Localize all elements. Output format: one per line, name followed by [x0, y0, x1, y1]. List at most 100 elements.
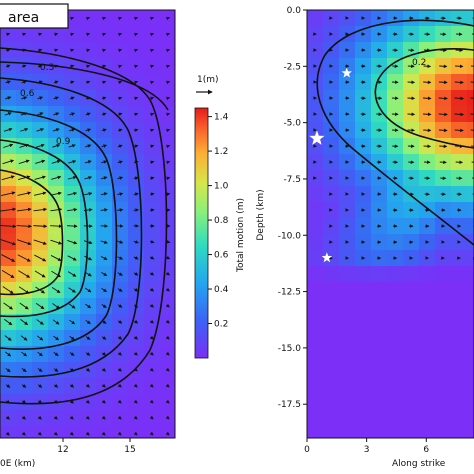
- slip-vector: [165, 383, 170, 388]
- heatmap-cell: [307, 330, 323, 346]
- slip-vector: [86, 64, 91, 69]
- heatmap-cell: [387, 298, 403, 314]
- slip-vector: [166, 80, 171, 85]
- slip-vector: [118, 335, 123, 340]
- heatmap-cell: [387, 362, 403, 378]
- left-slip-vectors: [0, 16, 171, 436]
- slip-vector: [117, 176, 124, 180]
- heatmap-cell: [371, 362, 387, 378]
- slip-vector: [68, 160, 77, 164]
- heatmap-cell: [387, 266, 403, 282]
- heatmap-cell: [307, 394, 323, 410]
- slip-vector: [34, 270, 46, 278]
- slip-vector: [20, 127, 29, 132]
- slip-vector: [150, 64, 155, 69]
- slip-vector: [150, 96, 155, 101]
- slip-vector: [101, 160, 108, 164]
- slip-vector: [118, 112, 123, 117]
- heatmap-cell: [467, 58, 474, 74]
- heatmap-cell: [451, 266, 467, 282]
- slip-vector: [21, 80, 27, 84]
- heatmap-cell: [403, 426, 419, 438]
- slip-vector: [54, 384, 59, 388]
- slip-vector: [85, 431, 90, 436]
- slip-vector: [85, 144, 92, 148]
- slip-vector: [149, 255, 155, 260]
- slip-vector: [67, 271, 77, 277]
- slip-vector: [54, 32, 59, 37]
- tick-label: -2.5: [283, 62, 301, 72]
- heatmap-cell: [387, 282, 403, 298]
- slip-vector: [33, 224, 48, 228]
- heatmap-cell: [467, 186, 474, 202]
- slip-vector: [36, 319, 44, 325]
- colorbar-tick-label: 1.4: [214, 113, 229, 123]
- slip-vector: [117, 367, 122, 372]
- contour-line: [0, 169, 64, 296]
- heatmap-cell: [387, 378, 403, 394]
- slip-vector: [438, 112, 448, 117]
- heatmap-cell: [371, 266, 387, 282]
- slip-vector: [165, 319, 170, 324]
- slip-vector: [133, 160, 139, 164]
- slip-vector: [133, 272, 139, 276]
- heatmap-cell: [435, 346, 451, 362]
- slip-vector: [166, 144, 171, 149]
- heatmap-cell: [419, 330, 435, 346]
- slip-vector: [133, 32, 138, 37]
- slip-vector: [35, 286, 45, 294]
- heatmap-cell: [467, 250, 474, 266]
- slip-vector: [37, 431, 42, 436]
- title-box: [0, 3, 69, 29]
- slip-vector: [86, 383, 90, 388]
- heatmap-cell: [339, 378, 355, 394]
- heatmap-cell: [307, 410, 323, 426]
- slip-vector: [34, 175, 46, 180]
- slip-vector: [6, 48, 11, 53]
- slip-vector: [438, 128, 448, 133]
- tick-label: 0.0: [287, 6, 302, 16]
- slip-vector: [5, 64, 11, 68]
- slip-vector: [101, 287, 107, 293]
- heatmap-cell: [323, 266, 339, 282]
- heatmap-cell: [467, 378, 474, 394]
- slip-vector: [53, 351, 59, 357]
- slip-vector: [70, 64, 75, 69]
- slip-vector: [117, 128, 123, 133]
- vector-scale: 1(m): [196, 75, 219, 95]
- heatmap-cell: [467, 394, 474, 410]
- heatmap-cell: [435, 378, 451, 394]
- slip-vector: [117, 415, 122, 420]
- slip-vector: [101, 399, 106, 404]
- slip-vector: [102, 16, 107, 21]
- slip-vector: [166, 128, 171, 133]
- slip-vector: [53, 335, 60, 341]
- heatmap-cell: [307, 298, 323, 314]
- slip-vector: [118, 48, 123, 53]
- heatmap-cell: [467, 410, 474, 426]
- heatmap-cell: [467, 202, 474, 218]
- slip-vector: [134, 128, 139, 133]
- vector-scale-label: 1(m): [197, 75, 219, 85]
- slip-vector: [18, 159, 30, 164]
- tick-label: 6: [423, 445, 429, 455]
- slip-vector: [5, 415, 10, 420]
- heatmap-cell: [339, 330, 355, 346]
- slip-vector: [3, 127, 13, 132]
- heatmap-cell: [435, 362, 451, 378]
- slip-vector: [67, 191, 78, 196]
- slip-vector: [454, 112, 465, 117]
- slip-vector: [165, 303, 170, 308]
- slip-vector: [470, 129, 474, 131]
- heatmap-cell: [403, 394, 419, 410]
- slip-vector: [21, 96, 28, 100]
- slip-vector: [85, 303, 92, 309]
- slip-vector: [438, 80, 448, 85]
- slip-vector: [52, 128, 60, 132]
- slip-vector: [150, 48, 155, 53]
- heatmap-cell: [435, 314, 451, 330]
- contour-line: [0, 47, 168, 405]
- hypocenter-star: [341, 67, 352, 78]
- slip-vector: [0, 224, 17, 229]
- slip-vector: [0, 207, 17, 212]
